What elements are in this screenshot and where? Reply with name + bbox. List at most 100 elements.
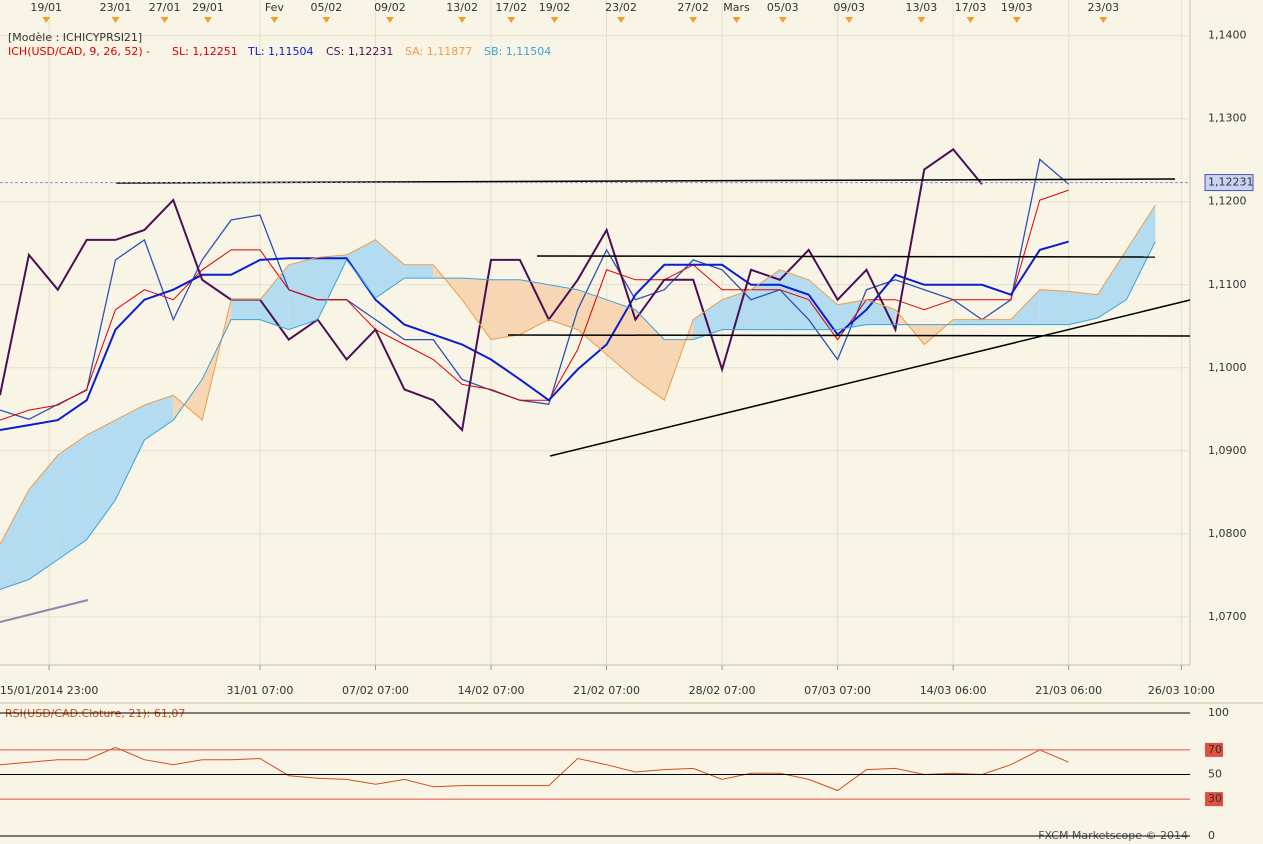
cloud-segment [577,289,607,355]
support-line [507,334,1191,337]
cloud-segment [808,279,838,330]
cloud-segment [144,395,174,441]
top-tick-label: 09/02 [374,1,406,14]
cloud-segment [953,319,983,325]
top-tick-label: 09/03 [833,1,865,14]
tick-label-bg [1205,792,1223,807]
top-tick-label: 29/01 [192,1,224,14]
legend-entry: SB: 1,11504 [484,45,551,58]
top-tick-label: 13/03 [906,1,938,14]
cloud-segment [895,309,925,345]
series-line [0,746,1069,792]
x-tick-label: 14/03 06:00 [920,684,987,697]
top-tick-marker [845,17,854,23]
top-tick-label: 17/02 [495,1,527,14]
top-tick-label: Fev [265,1,284,14]
x-tick-label: 21/03 06:00 [1035,684,1102,697]
x-tick-label: 31/01 07:00 [226,684,293,697]
y-tick-label: 1,1000 [1208,361,1247,374]
top-tick-marker [458,17,467,23]
y-tick-label: 1,1100 [1208,278,1247,291]
current-price-tag [1204,174,1254,192]
y-tick-label: 100 [1208,706,1229,719]
y-tick-label: 1,1200 [1208,195,1247,208]
top-tick-marker [732,17,741,23]
x-tick-label: 14/02 07:00 [458,684,525,697]
indicator-label: ICH(USD/CAD, 9, 26, 52) - [8,45,150,58]
top-tick-marker [778,17,787,23]
cloud-segment [606,299,636,380]
y-tick-label: 1,1400 [1208,29,1247,42]
current-price-label: 1,12231 [1208,176,1254,189]
legend-entry: SA: 1,11877 [405,45,472,58]
top-tick-marker [270,17,279,23]
y-tick-label: 1,1300 [1208,112,1247,125]
trend-line [549,299,1191,457]
top-tick-marker [550,17,559,23]
legend-entry: SL: 1,12251 [172,45,238,58]
top-tick-marker [111,17,120,23]
cloud-segment [375,239,405,299]
legend-entry: CS: 1,12231 [326,45,393,58]
x-tick-label: 26/03 10:00 [1148,684,1215,697]
series-line [0,240,1069,431]
cloud-segment [1126,205,1156,300]
cloud-segment [346,239,376,299]
series-line [0,241,1156,590]
top-tick-marker [42,17,51,23]
cloud-segment [259,264,289,330]
top-tick-label: 19/03 [1001,1,1033,14]
cloud-segment [288,257,318,330]
top-tick-marker [689,17,698,23]
top-tick-label: 13/02 [446,1,478,14]
top-tick-label: 19/02 [539,1,571,14]
y-tick-label: 0 [1208,829,1215,842]
top-tick-marker [917,17,926,23]
resistance-line [536,255,1156,258]
cloud-segment [404,264,434,279]
cloud-segment [86,420,116,540]
trend-line [0,599,89,623]
y-tick-label: 70 [1208,743,1222,756]
top-tick-marker [203,17,212,23]
y-tick-label: 50 [1208,768,1222,781]
top-tick-marker [507,17,516,23]
cloud-segment [28,454,58,580]
x-tick-label: 15/01/2014 23:00 [0,684,98,697]
price-plot [0,0,1190,792]
cloud-segment [779,269,809,330]
cloud-segment [1010,289,1040,325]
cloud-segment [722,289,751,330]
top-tick-label: 05/03 [767,1,799,14]
top-tick-label: 27/02 [677,1,709,14]
top-tick-marker [1099,17,1108,23]
cloud-segment [693,299,723,340]
top-tick-marker [385,17,394,23]
series-line [0,148,983,433]
top-tick-label: Mars [723,1,750,14]
x-tick-label: 07/03 07:00 [804,684,871,697]
x-tick-label: 07/02 07:00 [342,684,409,697]
top-tick-label: 23/01 [100,1,132,14]
top-tick-label: 23/03 [1087,1,1119,14]
cloud-segment [57,435,87,560]
top-tick-marker [616,17,625,23]
x-tick-label: 21/02 07:00 [573,684,640,697]
top-tick-marker [1012,17,1021,23]
model-label: [Modèle : ICHICYPRSI21] [8,31,142,44]
cloud-segment [1097,249,1127,318]
series-line [0,204,1156,545]
cloud-segment [866,299,896,325]
top-tick-label: 23/02 [605,1,637,14]
top-tick-marker [322,17,331,23]
series-line [0,189,1069,421]
cloud-segment [0,489,29,590]
top-tick-marker [966,17,975,23]
cloud-segment [491,279,520,340]
x-tick-label: 28/02 07:00 [689,684,756,697]
tick-label-bg [1205,742,1223,757]
cloud-segment [519,279,549,335]
top-tick-label: 27/01 [149,1,181,14]
